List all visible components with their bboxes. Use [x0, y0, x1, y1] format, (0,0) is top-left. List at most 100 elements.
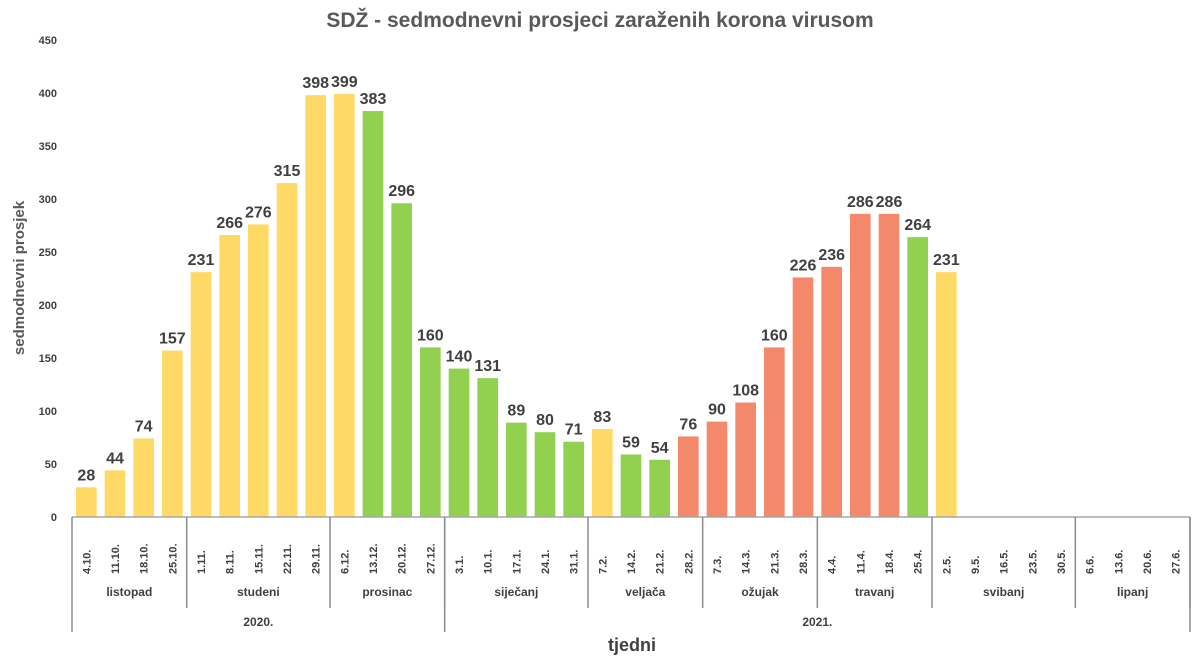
- bar: [420, 347, 441, 517]
- bar: [276, 183, 298, 517]
- bar: [850, 213, 871, 517]
- x-tick-label: 14.3.: [741, 550, 753, 574]
- month-label: listopad: [106, 585, 152, 599]
- x-tick-label: 6.12.: [339, 550, 351, 574]
- bar: [448, 368, 470, 517]
- x-tick-label: 22.11.: [282, 544, 294, 574]
- data-label: 157: [159, 331, 186, 348]
- bar: [76, 487, 97, 517]
- x-tick-label: 21.2.: [655, 550, 667, 574]
- bar: [907, 237, 928, 517]
- month-label: veljača: [625, 585, 665, 599]
- bar: [678, 436, 699, 517]
- data-label: 80: [536, 412, 554, 429]
- bar: [248, 224, 269, 517]
- x-tick-label: 13.6.: [1113, 550, 1125, 574]
- bar: [219, 235, 240, 518]
- bar: [162, 350, 183, 517]
- x-tick-label: 7.3.: [712, 556, 724, 574]
- bar: [104, 470, 126, 517]
- y-tick-label: 450: [39, 35, 57, 47]
- x-tick-label: 10.1.: [483, 550, 495, 574]
- x-tick-label: 20.6.: [1142, 550, 1154, 574]
- x-tick-label: 31.1.: [569, 550, 581, 574]
- bar: [305, 95, 326, 518]
- y-tick-label: 250: [39, 247, 57, 259]
- x-tick-label: 4.10.: [81, 550, 93, 574]
- data-label: 383: [360, 91, 387, 108]
- data-label: 231: [933, 252, 960, 269]
- y-axis-label: sedmodnevni prosjek: [11, 200, 28, 355]
- month-label: studeni: [237, 585, 280, 599]
- x-tick-label: 21.3.: [769, 550, 781, 574]
- bar: [534, 432, 556, 517]
- bar: [706, 421, 728, 517]
- data-label: 74: [135, 419, 153, 436]
- bar: [190, 272, 212, 517]
- x-tick-label: 3.1.: [454, 556, 466, 574]
- bar: [735, 402, 756, 517]
- y-tick-label: 0: [51, 512, 57, 524]
- bar: [620, 454, 642, 517]
- data-label: 54: [651, 440, 669, 457]
- x-tick-label: 23.5.: [1027, 550, 1039, 574]
- x-tick-label: 17.1.: [511, 550, 523, 574]
- bar: [506, 422, 527, 517]
- data-label: 286: [876, 194, 903, 211]
- data-label: 131: [474, 358, 501, 375]
- bar: [878, 213, 900, 517]
- x-tick-label: 15.11.: [253, 544, 265, 574]
- x-tick-label: 29.11.: [311, 544, 323, 574]
- x-tick-label: 30.5.: [1056, 550, 1068, 574]
- bar: [133, 438, 154, 517]
- month-label: siječanj: [494, 585, 538, 599]
- data-label: 160: [417, 327, 444, 344]
- data-label: 315: [274, 163, 301, 180]
- month-label: prosinac: [362, 585, 412, 599]
- x-tick-label: 24.1.: [540, 550, 552, 574]
- y-tick-label: 150: [39, 353, 57, 365]
- bar: [391, 203, 412, 518]
- data-label: 59: [622, 434, 640, 451]
- data-label: 28: [77, 467, 95, 484]
- data-label: 286: [847, 194, 874, 211]
- x-tick-label: 27.6.: [1171, 550, 1183, 574]
- data-label: 266: [216, 215, 243, 232]
- data-label: 140: [446, 349, 473, 366]
- data-label: 108: [732, 383, 759, 400]
- bar: [764, 347, 785, 517]
- month-label: ožujak: [741, 585, 779, 599]
- year-label: 2020.: [243, 615, 273, 629]
- x-tick-label: 28.2.: [683, 550, 695, 574]
- data-label: 399: [331, 74, 358, 91]
- x-tick-label: 16.5.: [999, 550, 1011, 574]
- data-label: 398: [302, 75, 329, 92]
- month-label: lipanj: [1117, 585, 1148, 599]
- bar: [821, 266, 842, 517]
- data-label: 83: [593, 409, 611, 426]
- x-tick-label: 9.5.: [970, 556, 982, 574]
- bar: [592, 429, 613, 517]
- data-label: 44: [106, 450, 124, 467]
- x-tick-label: 1.11.: [196, 550, 208, 574]
- data-label: 236: [818, 247, 845, 264]
- data-label: 296: [388, 183, 415, 200]
- x-tick-label: 27.12.: [425, 543, 437, 574]
- month-label: travanj: [855, 585, 894, 599]
- bar: [362, 111, 384, 518]
- bar: [477, 378, 498, 517]
- x-tick-label: 11.10.: [110, 544, 122, 574]
- x-tick-label: 28.3.: [798, 550, 810, 574]
- bar: [563, 441, 584, 517]
- bar: [792, 277, 814, 517]
- x-tick-label: 6.6.: [1085, 556, 1097, 574]
- year-label: 2021.: [802, 615, 832, 629]
- data-label: 76: [679, 416, 697, 433]
- x-tick-label: 25.10.: [167, 543, 179, 574]
- data-label: 264: [904, 217, 931, 234]
- data-label: 89: [507, 403, 525, 420]
- month-label: svibanj: [983, 585, 1024, 599]
- bar: [334, 94, 355, 517]
- x-tick-label: 7.2.: [597, 556, 609, 574]
- chart-title: SDŽ - sedmodnevni prosjeci zaraženih kor…: [326, 8, 873, 32]
